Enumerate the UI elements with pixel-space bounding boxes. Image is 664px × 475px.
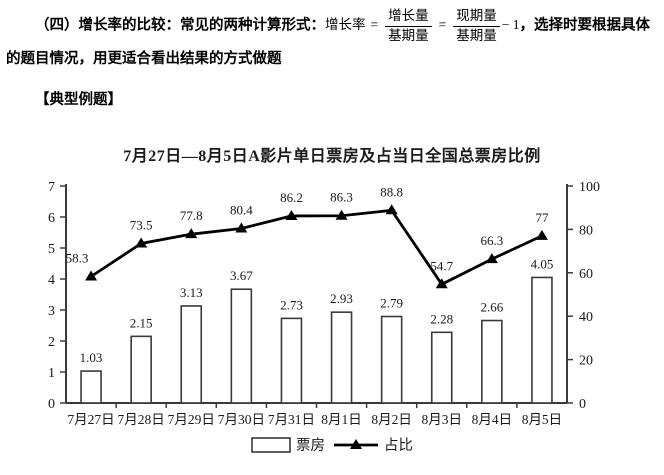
bar bbox=[280, 317, 303, 404]
equals-sign: = bbox=[438, 17, 447, 33]
line-value-label: 77.8 bbox=[180, 208, 203, 223]
line-point-marker bbox=[535, 229, 548, 240]
left-axis-tick-label: 4 bbox=[48, 273, 55, 288]
line2-text: 要根据具体的题目情况，用更适合看出结果的方式做题 bbox=[6, 17, 650, 67]
right-axis-tick-label: 40 bbox=[579, 310, 593, 325]
bar bbox=[531, 276, 553, 404]
line-value-label: 73.5 bbox=[130, 218, 153, 233]
bar bbox=[80, 370, 102, 404]
formula-lhs: 增长率 bbox=[325, 17, 366, 33]
left-axis-tick-label: 2 bbox=[48, 335, 55, 350]
bar bbox=[180, 305, 203, 404]
line-point-marker bbox=[335, 209, 348, 220]
x-axis-category-label: 7月28日 bbox=[118, 412, 165, 427]
line-value-label: 88.8 bbox=[380, 184, 403, 199]
combo-chart: 0 1 2 3 4 5 6 7 0 20 40 60 80 100 7月27日 7月28日 7月29日 7月30日… bbox=[48, 180, 600, 454]
bar-value-label: 2.66 bbox=[480, 300, 503, 315]
line-point-marker bbox=[385, 204, 398, 215]
bar bbox=[481, 319, 503, 404]
bar-value-label: 2.93 bbox=[330, 291, 353, 306]
equals-sign: = bbox=[370, 17, 379, 33]
fraction-2: 现期量 基期量 bbox=[453, 8, 500, 45]
left-axis-tick-label: 0 bbox=[48, 397, 55, 412]
left-axis-tick-label: 5 bbox=[48, 242, 55, 257]
line-value-label: 80.4 bbox=[230, 203, 253, 218]
line-point-marker bbox=[135, 237, 148, 248]
fraction-1-numerator: 增长量 bbox=[385, 8, 432, 27]
right-axis-tick-label: 20 bbox=[579, 354, 593, 369]
line-value-label: 54.7 bbox=[430, 258, 453, 273]
fraction-1: 增长量 基期量 bbox=[385, 8, 432, 45]
fraction-2-numerator: 现期量 bbox=[453, 8, 500, 27]
line1-suffix: ，选择时 bbox=[519, 17, 578, 34]
x-axis-category-label: 8月3日 bbox=[422, 412, 463, 427]
line-point-marker bbox=[185, 228, 198, 239]
x-axis-category-label: 7月30日 bbox=[218, 412, 265, 427]
x-axis-category-label: 8月2日 bbox=[371, 412, 412, 427]
x-axis-category-label: 7月29日 bbox=[168, 412, 215, 427]
x-axis-category-label: 7月27日 bbox=[67, 412, 114, 427]
bar-value-label: 2.73 bbox=[280, 297, 303, 312]
bar bbox=[430, 331, 453, 404]
bar-value-label: 2.15 bbox=[130, 315, 153, 330]
x-axis-category-label: 8月4日 bbox=[472, 412, 513, 427]
paragraph-growth-rate: （四）增长率的比较：常见的两种计算形式：增长率 = 增长量 基期量 = 现期量 基期量 − 1… bbox=[0, 0, 664, 74]
legend-bar-swatch bbox=[251, 437, 291, 453]
section-header: 【典型例题】 bbox=[35, 91, 122, 108]
x-axis-category-label: 7月31日 bbox=[268, 412, 315, 427]
chart-title: 7月27日—8月5日A影片单日票房及占当日全国总票房比例 bbox=[123, 148, 541, 165]
legend-line-marker bbox=[350, 439, 362, 449]
chart-container: 7月27日—8月5日A影片单日票房及占当日全国总票房比例 0 1 2 3 4 5 6 7 0 20… bbox=[0, 142, 664, 471]
left-axis-tick-label: 3 bbox=[48, 304, 55, 319]
x-axis-category-label: 8月1日 bbox=[321, 412, 362, 427]
line-value-label: 86.3 bbox=[330, 190, 353, 205]
bar bbox=[130, 335, 152, 404]
right-axis-tick-label: 100 bbox=[579, 180, 600, 195]
bar-value-label: 3.67 bbox=[230, 268, 253, 283]
growth-rate-formula: 增长率 = 增长量 基期量 = 现期量 基期量 − 1 bbox=[325, 8, 520, 43]
line-value-label: 66.3 bbox=[480, 233, 503, 248]
line1-prefix: （四）增长率的比较：常见的两种计算形式： bbox=[35, 17, 325, 34]
bar-value-label: 2.28 bbox=[430, 311, 453, 326]
bar-value-label: 3.13 bbox=[180, 285, 203, 300]
line-value-label: 77 bbox=[535, 210, 549, 225]
left-axis-tick-label: 1 bbox=[48, 366, 55, 381]
line-point-marker bbox=[485, 253, 498, 264]
fraction-2-denominator: 基期量 bbox=[456, 27, 497, 43]
bar bbox=[230, 288, 253, 404]
line-value-label: 58.3 bbox=[66, 250, 89, 265]
bar bbox=[380, 315, 403, 404]
bar-value-label: 2.79 bbox=[380, 296, 403, 311]
right-axis-tick-label: 60 bbox=[579, 267, 593, 282]
bar bbox=[330, 311, 353, 404]
formula-tail: − 1 bbox=[501, 17, 520, 33]
right-axis-tick-label: 0 bbox=[579, 397, 586, 412]
line-point-marker bbox=[85, 270, 98, 281]
trend-line bbox=[90, 208, 543, 287]
bar-value-label: 4.05 bbox=[531, 256, 554, 271]
right-axis-tick-label: 80 bbox=[579, 223, 593, 238]
left-axis-tick-label: 6 bbox=[48, 211, 55, 226]
legend-bar-label: 票房 bbox=[296, 437, 325, 454]
fraction-1-denominator: 基期量 bbox=[388, 27, 429, 43]
line-point-marker bbox=[285, 209, 298, 220]
line-point-marker bbox=[235, 222, 248, 233]
line-value-label: 86.2 bbox=[280, 190, 303, 205]
x-axis-category-label: 8月5日 bbox=[522, 412, 563, 427]
left-axis-tick-label: 7 bbox=[48, 180, 55, 195]
legend-line-label: 占比 bbox=[384, 437, 413, 454]
bar-value-label: 1.03 bbox=[80, 350, 103, 365]
line-point-marker bbox=[435, 278, 448, 289]
